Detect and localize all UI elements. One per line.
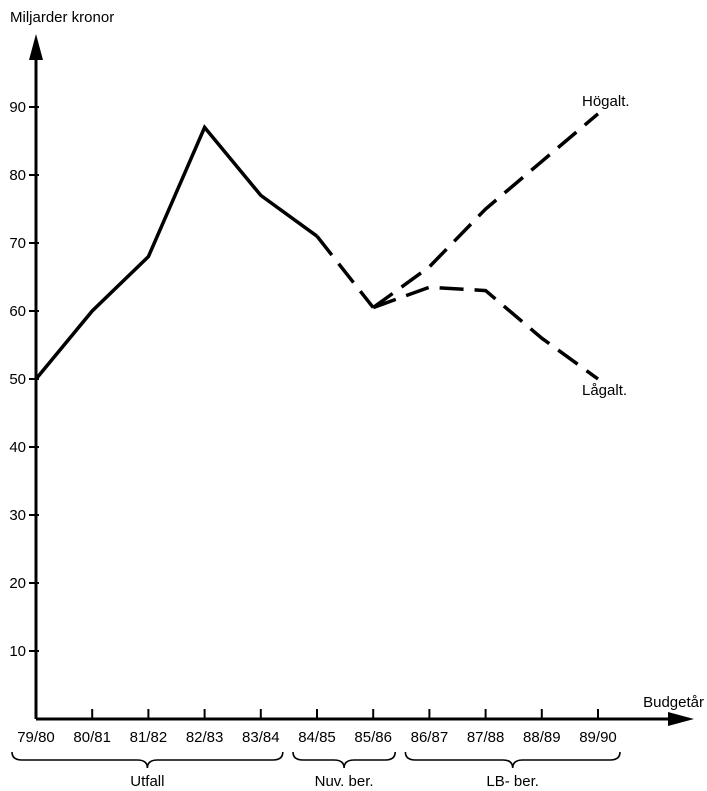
series-label: Högalt. <box>582 93 630 110</box>
x-tick-label: 83/84 <box>242 729 280 746</box>
group-label: LB- ber. <box>486 773 539 790</box>
series-lines <box>34 112 600 381</box>
group-brace <box>292 751 396 769</box>
y-tick-label: 90 <box>9 99 26 116</box>
y-tick-label: 30 <box>9 507 26 524</box>
period-groups: Utfall Nuv. ber. LB- ber. <box>11 751 621 790</box>
group-brace <box>404 751 621 769</box>
axes: Miljarder kronor Budgetår <box>10 9 704 726</box>
series-line-1 <box>315 235 375 309</box>
series-labels: Högalt. Lågalt. <box>582 93 630 399</box>
x-tick-label: 82/83 <box>186 729 224 746</box>
y-tick-label: 20 <box>9 575 26 592</box>
group-brace <box>11 751 284 769</box>
x-ticks: 79/80 80/81 81/82 82/83 83/84 84/85 85/86 86/87… <box>17 709 617 746</box>
y-axis-arrow-icon <box>29 34 43 60</box>
y-axis-title: Miljarder kronor <box>10 9 114 26</box>
x-tick-label: 87/88 <box>467 729 505 746</box>
x-axis-title: Budgetår <box>643 694 704 711</box>
x-tick-label: 81/82 <box>130 729 168 746</box>
y-tick-label: 40 <box>9 439 26 456</box>
x-tick-label: 86/87 <box>411 729 449 746</box>
x-tick-label: 80/81 <box>73 729 111 746</box>
series-line-0 <box>34 124 319 381</box>
x-tick-label: 84/85 <box>298 729 336 746</box>
y-tick-label: 10 <box>9 643 26 660</box>
y-tick-label: 60 <box>9 303 26 320</box>
group-label: Nuv. ber. <box>315 773 374 790</box>
series-label: Lågalt. <box>582 382 627 399</box>
x-tick-label: 85/86 <box>354 729 392 746</box>
y-tick-label: 80 <box>9 167 26 184</box>
group-label: Utfall <box>130 773 164 790</box>
x-axis-arrow-icon <box>668 712 694 726</box>
x-tick-label: 88/89 <box>523 729 561 746</box>
x-tick-label: 79/80 <box>17 729 55 746</box>
series-line-lågalt- <box>372 285 600 381</box>
series-line-högalt- <box>372 112 600 310</box>
y-tick-label: 70 <box>9 235 26 252</box>
y-tick-label: 50 <box>9 371 26 388</box>
x-tick-label: 89/90 <box>579 729 617 746</box>
y-ticks: 10 20 30 40 50 60 70 80 90 <box>9 99 39 660</box>
